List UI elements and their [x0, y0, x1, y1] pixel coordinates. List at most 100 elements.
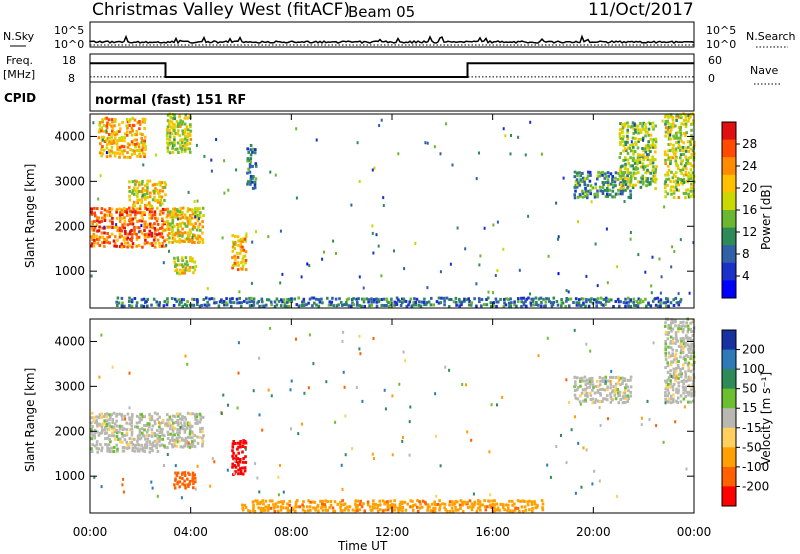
data-cell: [110, 434, 114, 438]
data-cell: [666, 128, 670, 132]
data-cell: [118, 136, 121, 140]
noise-cell: [209, 484, 212, 488]
noise-cell: [341, 487, 344, 491]
data-cell: [241, 503, 244, 507]
data-cell: [626, 134, 629, 138]
data-cell: [118, 139, 121, 143]
data-cell: [665, 384, 668, 388]
data-cell: [96, 237, 99, 241]
colorbar-tick-label: 200: [742, 343, 765, 357]
data-cell: [237, 463, 240, 467]
data-cell: [251, 186, 255, 190]
data-cell: [237, 445, 240, 449]
data-cell: [295, 303, 299, 307]
noise-cell: [616, 494, 619, 498]
data-cell: [97, 136, 101, 140]
data-cell: [684, 375, 687, 379]
noise-cell: [604, 380, 607, 384]
data-cell: [178, 428, 182, 432]
data-cell: [601, 171, 604, 174]
data-cell: [192, 271, 195, 275]
data-cell: [692, 318, 695, 322]
data-cell: [636, 128, 640, 132]
data-cell: [677, 140, 680, 144]
data-cell: [687, 162, 691, 166]
data-cell: [254, 164, 258, 168]
data-cell: [671, 147, 674, 151]
data-cell: [520, 505, 524, 509]
data-cell: [614, 388, 617, 392]
data-cell: [156, 182, 159, 186]
data-cell: [685, 334, 688, 338]
data-cell: [641, 124, 644, 128]
data-cell: [684, 196, 687, 200]
noise-cell: [478, 151, 480, 155]
data-cell: [664, 158, 667, 162]
data-cell: [144, 197, 147, 201]
data-cell: [191, 432, 195, 436]
data-cell: [195, 228, 199, 232]
data-cell: [501, 503, 505, 507]
data-cell: [225, 297, 228, 301]
data-cell: [113, 154, 117, 158]
data-cell: [410, 304, 414, 308]
data-cell: [233, 254, 237, 258]
data-cell: [177, 129, 180, 133]
noise-cell: [258, 413, 261, 417]
data-cell: [526, 503, 530, 507]
data-cell: [495, 508, 499, 512]
data-cell: [241, 445, 245, 448]
data-cell: [675, 360, 678, 364]
data-cell: [485, 303, 489, 307]
data-cell: [589, 189, 592, 193]
data-cell: [378, 499, 381, 503]
noise-cell: [105, 151, 108, 155]
data-cell: [173, 426, 177, 430]
data-cell: [667, 324, 670, 327]
data-cell: [159, 226, 162, 230]
data-cell: [675, 367, 678, 370]
data-cell: [673, 355, 677, 359]
data-cell: [606, 388, 609, 392]
data-cell: [171, 213, 174, 217]
data-cell: [614, 382, 618, 386]
data-cell: [690, 182, 693, 186]
data-cell: [175, 474, 179, 477]
xlabel: Time UT: [337, 539, 388, 553]
data-cell: [150, 234, 154, 238]
data-cell: [352, 303, 355, 307]
data-cell: [337, 303, 340, 307]
data-cell: [671, 115, 675, 119]
data-cell: [627, 397, 630, 400]
data-cell: [126, 126, 129, 130]
data-cell: [244, 250, 248, 254]
data-cell: [685, 131, 688, 135]
data-cell: [475, 509, 479, 513]
data-cell: [513, 300, 516, 304]
data-cell: [686, 343, 690, 347]
data-cell: [191, 477, 194, 481]
data-cell: [672, 358, 676, 362]
data-cell: [627, 180, 630, 184]
data-cell: [176, 208, 179, 212]
data-cell: [601, 376, 605, 380]
noise-cell: [402, 436, 404, 439]
y-tick-label: 4000: [54, 334, 85, 348]
data-cell: [125, 211, 129, 214]
noise-cell: [371, 452, 374, 456]
velocity-panel-frame: [89, 318, 695, 514]
data-cell: [692, 379, 695, 383]
data-cell: [297, 304, 301, 308]
data-cell: [194, 265, 198, 268]
data-cell: [91, 220, 94, 224]
data-cell: [632, 183, 635, 187]
data-cell: [128, 185, 131, 189]
noise-cell: [567, 290, 570, 294]
data-cell: [184, 149, 187, 153]
data-cell: [536, 503, 539, 507]
data-cell: [359, 499, 362, 503]
data-cell: [634, 159, 638, 163]
data-cell: [677, 126, 681, 130]
data-cell: [139, 132, 142, 136]
data-cell: [301, 503, 304, 507]
